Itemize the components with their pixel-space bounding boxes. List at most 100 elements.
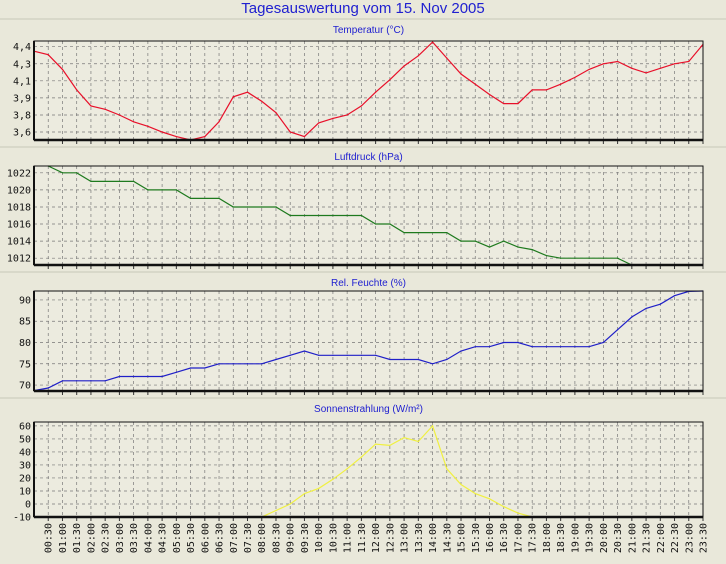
x-tick-label: 09:30: [300, 523, 311, 553]
data-point: [431, 425, 434, 427]
y-tick-label: 1014: [7, 237, 31, 248]
data-point: [588, 68, 590, 71]
plot-area: [34, 166, 703, 265]
data-point: [389, 79, 391, 81]
plot-area: [34, 41, 703, 140]
y-tick-label: 40: [19, 447, 31, 458]
data-point: [289, 214, 291, 217]
data-point: [61, 68, 64, 71]
data-point: [403, 65, 405, 67]
y-tick-label: 1018: [7, 202, 31, 213]
data-point: [346, 114, 348, 116]
data-point: [574, 76, 576, 79]
data-point: [588, 257, 590, 259]
y-tick-label: -10: [13, 513, 31, 524]
data-point: [503, 102, 505, 105]
x-tick-label: 23:30: [699, 523, 710, 553]
x-tick-label: 08:30: [271, 523, 282, 553]
chart-panel-3: Rel. Feuchte (%) 90 85 80 75 70: [19, 278, 704, 395]
x-tick-label: 13:30: [414, 523, 425, 553]
data-point: [90, 105, 92, 107]
data-point: [204, 135, 206, 138]
data-point: [204, 367, 206, 369]
chart-panel-2: Luftdruck (hPa) 1022 1020 1018 1016 1014 1012: [7, 152, 704, 269]
data-point: [218, 197, 220, 200]
data-point: [574, 346, 576, 348]
data-point: [616, 329, 619, 331]
x-tick-label: 17:00: [513, 523, 524, 553]
data-point: [61, 172, 64, 174]
y-tick-label: 70: [19, 381, 31, 392]
x-tick-label: 06:00: [200, 523, 211, 553]
y-tick-label: 1012: [7, 254, 31, 265]
data-point: [645, 307, 647, 310]
data-point: [517, 102, 519, 105]
x-tick-label: 02:30: [101, 523, 112, 553]
y-tick-label: 3,8: [13, 110, 31, 121]
data-point: [446, 57, 448, 59]
data-point: [175, 135, 177, 138]
data-point: [118, 180, 121, 182]
data-point: [147, 125, 149, 127]
x-tick-label: 12:30: [385, 523, 396, 553]
main-title: Tagesauswertung vom 15. Nov 2005: [241, 0, 485, 17]
plot-area: [34, 422, 703, 517]
data-point: [417, 358, 419, 361]
data-point: [133, 180, 135, 182]
data-point: [503, 240, 505, 242]
data-point: [659, 67, 661, 69]
data-point: [545, 346, 548, 348]
data-point: [261, 100, 263, 102]
data-point: [673, 295, 676, 297]
data-point: [232, 96, 234, 98]
y-tick-label: 4,3: [13, 59, 31, 70]
chart-title: Sonnenstrahlung (W/m²): [314, 404, 423, 415]
y-tick-label: 3,6: [13, 128, 31, 139]
data-point: [460, 73, 462, 75]
data-point: [47, 387, 49, 389]
x-tick-label: 03:00: [115, 523, 126, 553]
data-point: [545, 89, 548, 91]
data-point: [503, 341, 505, 344]
data-point: [417, 440, 419, 443]
data-point: [303, 350, 306, 352]
data-point: [602, 341, 604, 344]
data-point: [161, 131, 163, 133]
data-point: [275, 206, 277, 208]
y-tick-label: 60: [19, 421, 31, 432]
x-tick-label: 23:00: [684, 523, 695, 553]
data-point: [76, 89, 78, 91]
x-tick-label: 21:00: [627, 523, 638, 553]
chart-title: Luftdruck (hPa): [334, 152, 402, 163]
x-tick-label: 22:00: [656, 523, 667, 553]
data-point: [389, 444, 391, 447]
x-tick-label: 11:00: [343, 523, 354, 553]
data-point: [133, 375, 135, 378]
data-point: [47, 54, 49, 56]
data-point: [417, 231, 419, 234]
data-point: [346, 214, 348, 217]
chart-title: Rel. Feuchte (%): [331, 278, 406, 289]
data-point: [332, 214, 334, 217]
data-point: [118, 375, 121, 378]
data-point: [246, 363, 249, 365]
data-point: [275, 358, 277, 361]
x-tick-label: 12:00: [371, 523, 382, 553]
data-point: [147, 375, 149, 378]
data-point: [531, 346, 533, 348]
data-point: [275, 112, 277, 114]
x-tick-label: 18:30: [556, 523, 567, 553]
data-point: [360, 456, 362, 458]
y-tick-label: 85: [19, 317, 31, 328]
data-point: [76, 172, 78, 174]
data-point: [147, 189, 149, 191]
data-point: [90, 380, 92, 382]
y-tick-label: 0: [25, 499, 31, 510]
chart-panel-1: Temperatur (°C) 4,4 4,3 4,1 3,9 3,8 3,6: [13, 25, 704, 144]
x-tick-label: 15:30: [471, 523, 482, 553]
x-tick-label: 00:30: [44, 523, 55, 553]
x-tick-label: 14:30: [442, 523, 453, 553]
data-point: [90, 180, 92, 182]
y-tick-label: 1016: [7, 220, 31, 231]
